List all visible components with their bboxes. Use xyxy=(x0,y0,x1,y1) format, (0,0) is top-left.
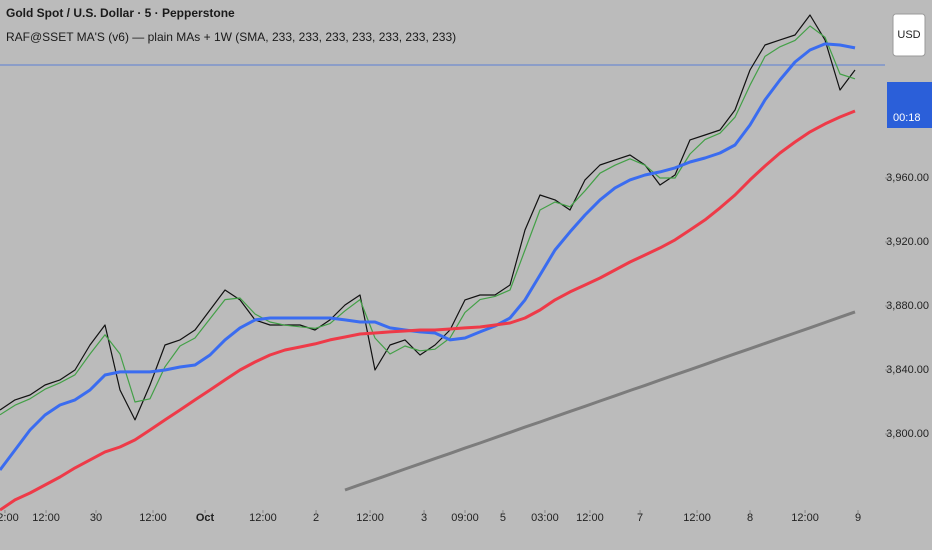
y-tick-label: 3,960.00 xyxy=(886,172,929,184)
x-tick-label: 30 xyxy=(90,512,102,524)
series-line xyxy=(0,109,856,512)
x-tick-label: 12:00 xyxy=(139,512,167,524)
x-tick-label: 12:00 xyxy=(0,512,19,524)
x-tick-label: 12:00 xyxy=(683,512,711,524)
series-line xyxy=(344,310,856,492)
x-tick-label: 3 xyxy=(421,512,427,524)
x-tick-label: 12:00 xyxy=(32,512,60,524)
countdown-box xyxy=(887,82,932,128)
series-line xyxy=(0,42,856,471)
series-line xyxy=(0,25,856,416)
x-tick-label: 12:00 xyxy=(791,512,819,524)
x-tick-label: 8 xyxy=(747,512,753,524)
x-tick-label: Oct xyxy=(196,512,215,524)
chart-title: Gold Spot / U.S. Dollar · 5 · Pepperston… xyxy=(6,6,235,20)
y-tick-label: 3,880.00 xyxy=(886,300,929,312)
x-tick-label: 12:00 xyxy=(249,512,277,524)
currency-label[interactable]: USD xyxy=(897,29,920,41)
x-tick-label: 09:00 xyxy=(451,512,479,524)
x-tick-label: 12:00 xyxy=(576,512,604,524)
y-tick-label: 3,920.00 xyxy=(886,236,929,248)
currency-button[interactable] xyxy=(892,13,926,57)
x-tick-label: 7 xyxy=(637,512,643,524)
x-tick-label: 03:00 xyxy=(531,512,559,524)
plot-area xyxy=(0,14,885,512)
x-tick-label: 9 xyxy=(855,512,861,524)
x-tick-label: 5 xyxy=(500,512,506,524)
y-tick-label: 3,800.00 xyxy=(886,428,929,440)
indicator-legend: RAF@SSET MA'S (v6) — plain MAs + 1W (SMA… xyxy=(6,30,456,44)
y-tick-label: 3,840.00 xyxy=(886,364,929,376)
x-tick-label: 2 xyxy=(313,512,319,524)
countdown-label: 00:18 xyxy=(893,112,921,124)
x-tick-label: 12:00 xyxy=(356,512,384,524)
